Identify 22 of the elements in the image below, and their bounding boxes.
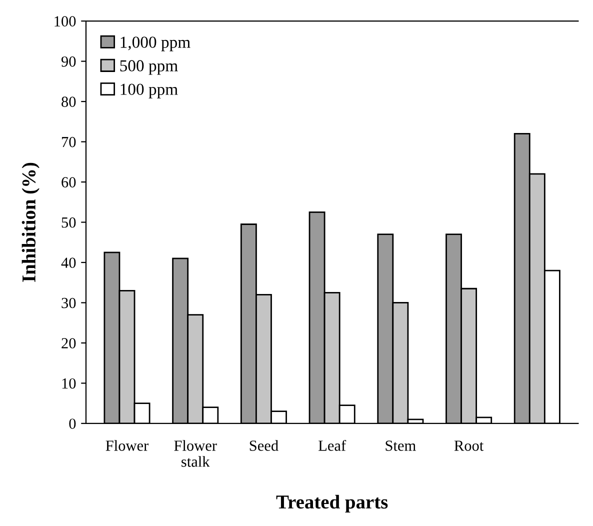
y-tick-label: 40: [61, 258, 76, 268]
legend-label: 100 ppm: [120, 84, 178, 98]
y-tick-label: 80: [62, 96, 76, 107]
legend-label: 1,000 ppm: [120, 36, 190, 52]
y-tick-label: 20: [62, 338, 76, 348]
y-tick-label: 30: [62, 298, 76, 308]
x-axis-title: Treated parts: [276, 494, 388, 513]
y-tick-label: 50: [62, 217, 76, 228]
y-tick-label: 70: [62, 136, 76, 148]
y-tick-label: 0: [69, 418, 76, 429]
y-axis-title: Inhibition (%): [22, 162, 40, 282]
x-tick-label: Seed: [250, 440, 278, 451]
y-tick-label: 60: [62, 177, 76, 188]
x-tick-label: Flower: [106, 440, 149, 451]
y-tick-label: 10: [62, 378, 76, 389]
x-tick-label: Leaf: [318, 440, 346, 451]
x-tick-label: Flower stalk: [174, 440, 217, 467]
x-tick-label: Root: [454, 440, 484, 451]
y-tick-label: 100: [54, 16, 76, 26]
x-tick-label: Stem: [386, 440, 416, 451]
legend-label: 500 ppm: [120, 60, 178, 75]
y-tick-label: 90: [61, 56, 76, 67]
